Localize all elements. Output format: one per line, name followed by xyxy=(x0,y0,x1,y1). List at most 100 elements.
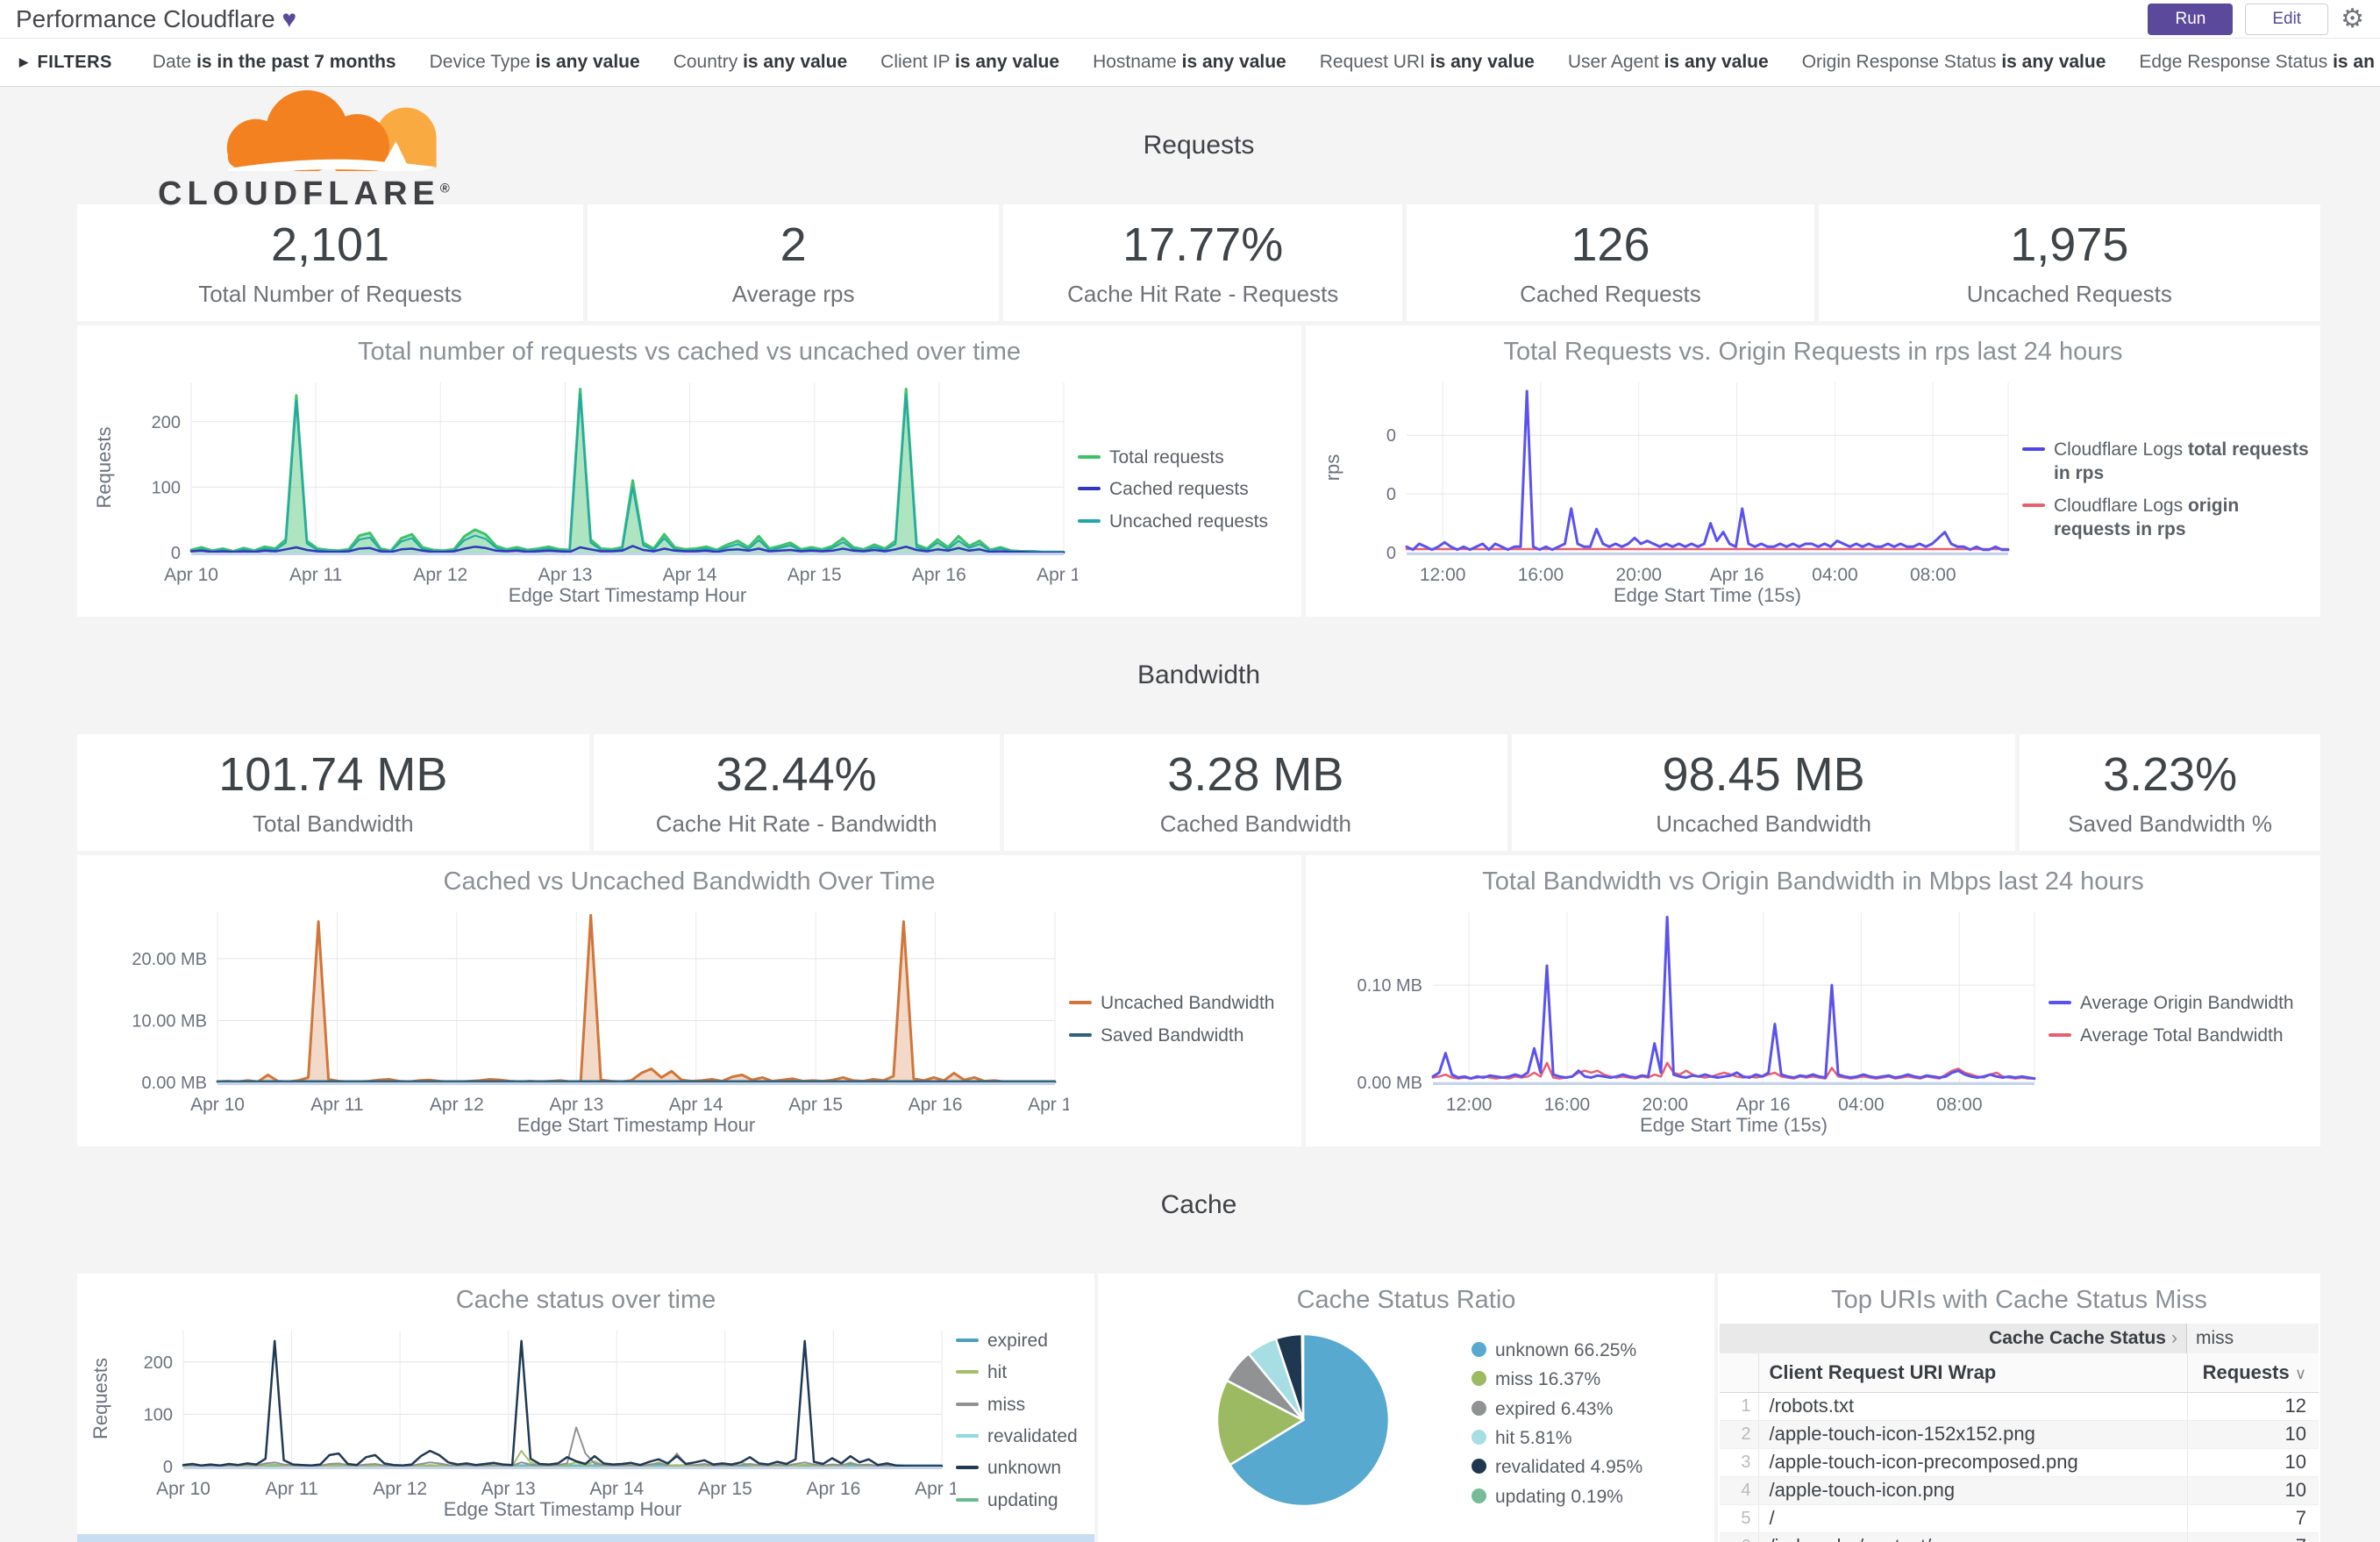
legend-swatch xyxy=(1069,1001,1092,1005)
filter-item[interactable]: Edge Response Status is any value xyxy=(2139,52,2375,72)
bottom-scroll-strip[interactable] xyxy=(77,1534,1094,1542)
uri-cell[interactable]: /apple-touch-icon-152x152.png xyxy=(1758,1420,2187,1449)
filters-toggle[interactable]: ▶ FILTERS xyxy=(19,53,112,73)
legend-swatch xyxy=(2049,1032,2071,1037)
svg-text:0.10 MB: 0.10 MB xyxy=(1357,976,1422,996)
svg-text:Apr 17: Apr 17 xyxy=(1028,1095,1069,1115)
cache-status-over-time-plot[interactable]: Apr 10 Apr 11 Apr 12 Apr 13 Apr 14 Apr 15 Apr … xyxy=(82,1318,969,1523)
table-row[interactable]: 5/7 xyxy=(1720,1504,2319,1533)
legend-item[interactable]: Total requests xyxy=(1078,446,1293,469)
legend-swatch xyxy=(1078,518,1101,523)
legend-item[interactable]: updating xyxy=(956,1488,1089,1512)
legend-item[interactable]: hit xyxy=(956,1360,1089,1384)
legend-item[interactable]: Cloudflare Logs origin requests in rps xyxy=(2022,494,2312,542)
legend-swatch xyxy=(1069,1032,1092,1037)
requests-over-time-plot[interactable]: Apr 10 Apr 11 Apr 12 Apr 13 Apr 14 Apr 15 Apr … xyxy=(86,370,1091,609)
uri-cell[interactable]: /robots.txt xyxy=(1758,1392,2187,1421)
settings-gear-icon[interactable]: ⚙ xyxy=(2341,4,2364,33)
legend-item[interactable]: unknown 66.25% xyxy=(1471,1339,1695,1362)
chart-card-requests-rps-24h: Total Requests vs. Origin Requests in rp… xyxy=(1306,325,2320,617)
legend-item[interactable]: Cloudflare Logs total requests in rps xyxy=(2022,438,2312,486)
legend-item[interactable]: expired xyxy=(956,1329,1089,1353)
kpi-value: 3.28 MB xyxy=(1167,748,1344,801)
legend-item[interactable]: Uncached requests xyxy=(1078,510,1293,533)
svg-text:10.00 MB: 10.00 MB xyxy=(132,1011,207,1031)
kpi-tile: 17.77% Cache Hit Rate - Requests xyxy=(1003,204,1403,321)
filter-item[interactable]: Country is any value xyxy=(673,52,848,72)
kpi-value: 101.74 MB xyxy=(218,748,448,801)
legend-swatch xyxy=(1471,1488,1486,1503)
bandwidth-24h-plot[interactable]: 12:00 16:00 20:00 Apr 16 04:00 08:00 0.00 MB 0.… xyxy=(1315,900,2049,1139)
legend-item[interactable]: revalidated xyxy=(956,1424,1089,1448)
filter-item[interactable]: Client IP is any value xyxy=(880,52,1060,72)
filter-item[interactable]: Hostname is any value xyxy=(1093,52,1286,72)
uri-column-header[interactable]: Client Request URI Wrap xyxy=(1758,1353,2187,1393)
kpi-value: 1,975 xyxy=(2010,218,2129,271)
legend-item[interactable]: Average Origin Bandwidth xyxy=(2049,991,2312,1015)
pie-slice-unknown[interactable] xyxy=(1228,1332,1391,1508)
kpi-tile: 32.44% Cache Hit Rate - Bandwidth xyxy=(593,734,1000,851)
legend-item[interactable]: revalidated 4.95% xyxy=(1471,1455,1695,1479)
pivot-field-label[interactable]: Cache Cache Status › xyxy=(1720,1324,2187,1353)
legend-swatch xyxy=(2049,1001,2071,1005)
legend-label: Saved Bandwidth xyxy=(1101,1024,1244,1046)
bandwidth-over-time-plot[interactable]: Apr 10 Apr 11 Apr 12 Apr 13 Apr 14 Apr 15 Apr … xyxy=(86,900,1082,1139)
requests-rps-24h-plot[interactable]: 12:00 16:00 20:00 Apr 16 04:00 08:00 0 0 0 rps Edg… xyxy=(1315,370,2022,609)
legend-item[interactable]: expired 6.43% xyxy=(1471,1397,1695,1421)
legend-item[interactable]: hit 5.81% xyxy=(1471,1426,1695,1450)
legend-item[interactable]: Uncached Bandwidth xyxy=(1069,991,1293,1015)
filter-item[interactable]: Request URI is any value xyxy=(1319,52,1535,72)
filter-item[interactable]: Device Type is any value xyxy=(429,52,640,72)
svg-text:Requests: Requests xyxy=(89,1358,111,1439)
requests-column-header[interactable]: Requests ∨ xyxy=(2186,1353,2319,1393)
cache-status-ratio-pie[interactable] xyxy=(1103,1318,1471,1527)
table-row[interactable]: 3/apple-touch-icon-precomposed.png 10 xyxy=(1720,1448,2319,1477)
requests-cell[interactable]: 10 xyxy=(2186,1420,2319,1449)
requests-cell[interactable]: 10 xyxy=(2186,1448,2319,1477)
svg-text:16:00: 16:00 xyxy=(1544,1095,1591,1115)
table-header-row: Client Request URI Wrap Requests ∨ xyxy=(1720,1353,2319,1393)
svg-text:Edge Start Time (15s): Edge Start Time (15s) xyxy=(1614,584,1801,606)
table-row[interactable]: 6/index.php/contact/7 xyxy=(1720,1532,2319,1542)
legend-item[interactable]: Average Total Bandwidth xyxy=(2049,1024,2312,1047)
requests-cell[interactable]: 7 xyxy=(2186,1504,2319,1533)
legend-item[interactable]: Saved Bandwidth xyxy=(1069,1024,1293,1047)
requests-cell[interactable]: 12 xyxy=(2186,1392,2319,1421)
pie-slice-miss[interactable] xyxy=(1215,1379,1306,1467)
svg-text:Apr 14: Apr 14 xyxy=(589,1479,644,1499)
filter-item[interactable]: Origin Response Status is any value xyxy=(1801,52,2106,72)
svg-text:Apr 13: Apr 13 xyxy=(549,1095,603,1115)
uri-cell[interactable]: /apple-touch-icon-precomposed.png xyxy=(1758,1448,2187,1477)
filter-list: Date is in the past 7 months Device Type … xyxy=(153,52,2375,73)
edit-button[interactable]: Edit xyxy=(2245,3,2329,35)
svg-text:Apr 17: Apr 17 xyxy=(1037,565,1078,585)
table-row[interactable]: 1/robots.txt 12 xyxy=(1720,1392,2319,1421)
legend-item[interactable]: miss xyxy=(956,1393,1089,1417)
run-button[interactable]: Run xyxy=(2148,3,2234,35)
uri-cell[interactable]: /apple-touch-icon.png xyxy=(1758,1476,2187,1505)
table-row[interactable]: 2/apple-touch-icon-152x152.png 10 xyxy=(1720,1420,2319,1449)
filter-item[interactable]: Date is in the past 7 months xyxy=(152,52,396,72)
uri-cell[interactable]: /index.php/contact/ xyxy=(1758,1532,2187,1542)
legend-item[interactable]: unknown xyxy=(956,1456,1089,1480)
pie-slice-updating[interactable] xyxy=(1300,1332,1305,1421)
legend-swatch xyxy=(2022,503,2045,507)
legend-label: miss xyxy=(987,1394,1026,1415)
table-row[interactable]: 4/apple-touch-icon.png 10 xyxy=(1720,1476,2319,1505)
legend-swatch xyxy=(956,1466,979,1470)
filter-item[interactable]: User Agent is any value xyxy=(1567,52,1769,72)
legend-label: Uncached Bandwidth xyxy=(1101,993,1275,1014)
svg-text:Requests: Requests xyxy=(93,427,115,509)
row-number: 5 xyxy=(1720,1504,1759,1533)
legend-item[interactable]: miss 16.37% xyxy=(1471,1367,1695,1391)
requests-cell[interactable]: 7 xyxy=(2186,1532,2319,1542)
legend-item[interactable]: Cached requests xyxy=(1078,477,1293,501)
chart-title: Total Requests vs. Origin Requests in rp… xyxy=(1503,338,2123,366)
kpi-label: Average rps xyxy=(731,281,855,307)
legend-swatch xyxy=(956,1402,979,1406)
chart-card-requests-over-time: Total number of requests vs cached vs un… xyxy=(77,325,1301,617)
kpi-label: Cached Requests xyxy=(1520,281,1701,307)
uri-cell[interactable]: / xyxy=(1758,1504,2187,1533)
legend-item[interactable]: updating 0.19% xyxy=(1471,1485,1695,1509)
requests-cell[interactable]: 10 xyxy=(2186,1476,2319,1505)
